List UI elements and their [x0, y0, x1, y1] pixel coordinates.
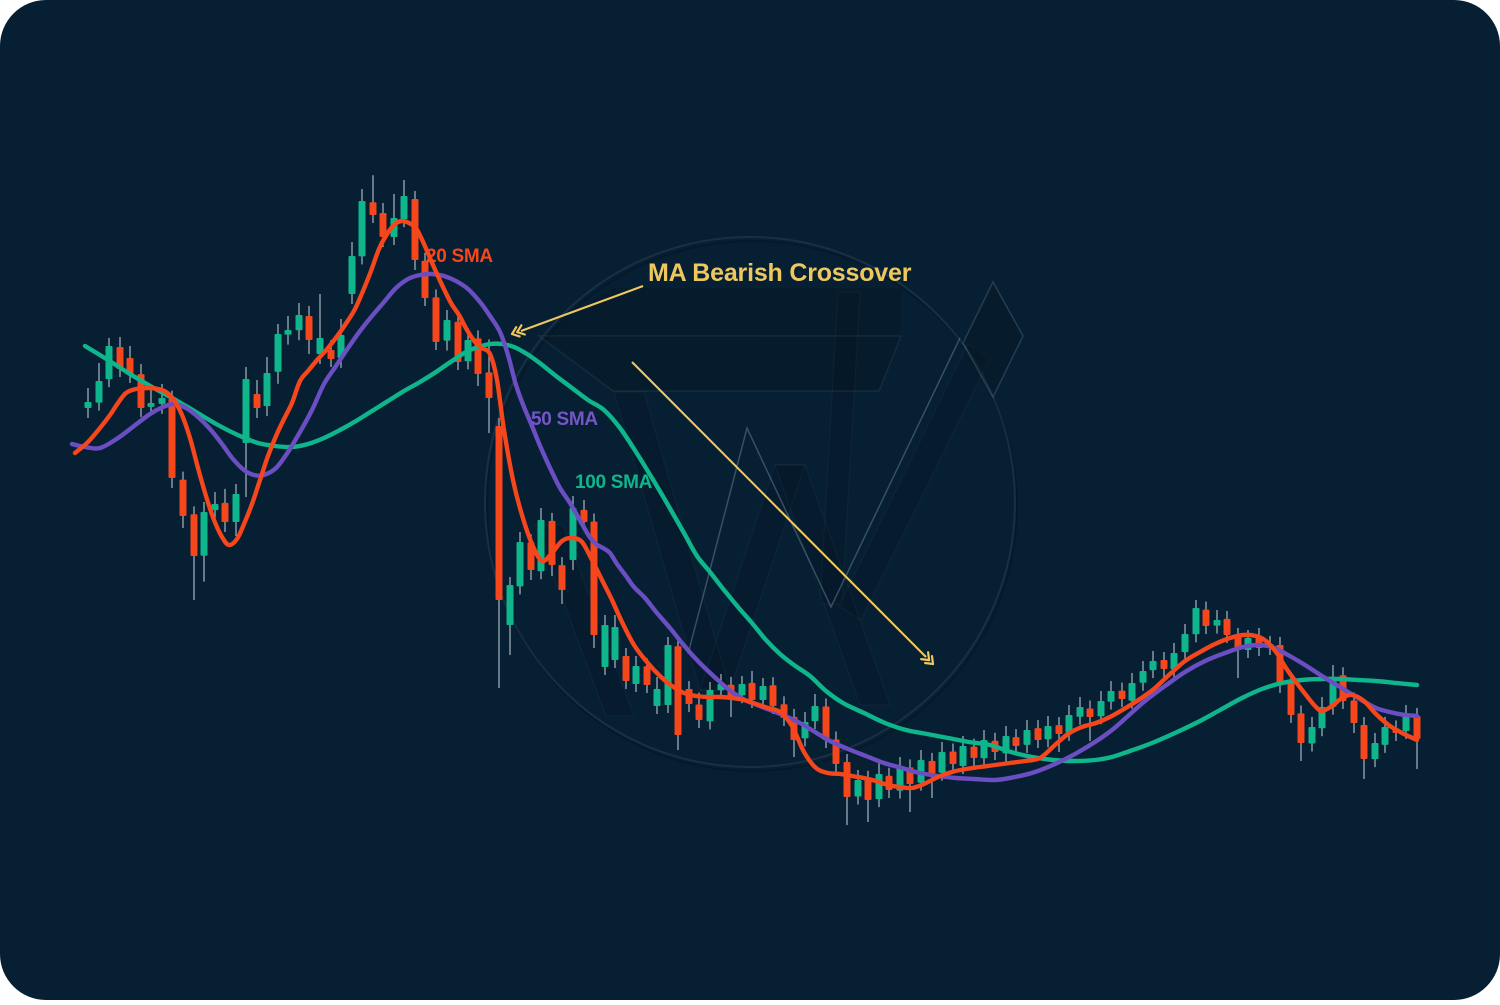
svg-text:MA Bearish Crossover: MA Bearish Crossover	[648, 259, 912, 287]
svg-text:100 SMA: 100 SMA	[575, 472, 653, 493]
svg-text:50 SMA: 50 SMA	[531, 409, 598, 430]
svg-text:20 SMA: 20 SMA	[426, 246, 493, 267]
